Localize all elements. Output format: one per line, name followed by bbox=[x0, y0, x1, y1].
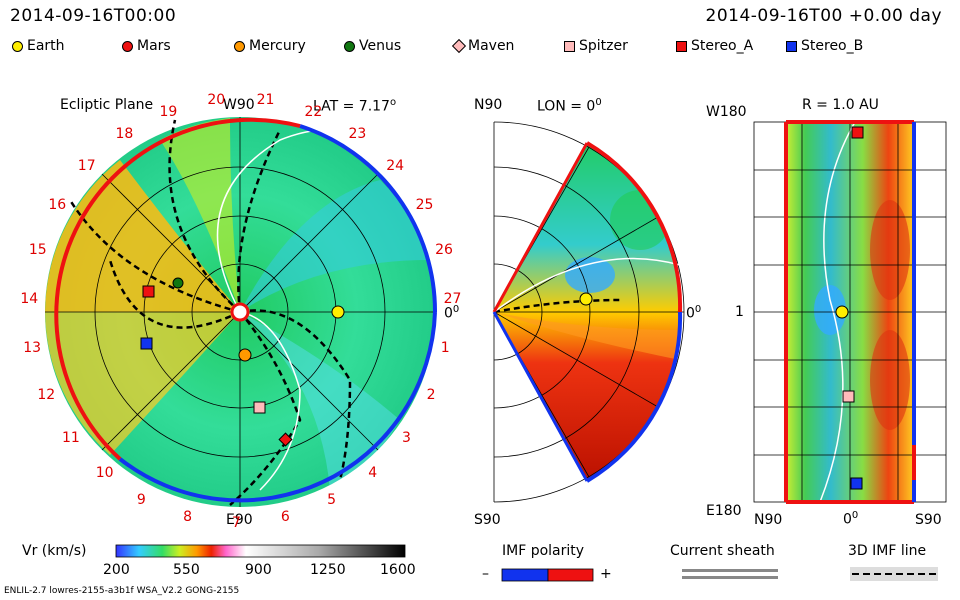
meridional-plane-map bbox=[492, 121, 685, 503]
sector-number: 11 bbox=[61, 429, 80, 446]
meridional-bottom-label: S90 bbox=[474, 512, 501, 528]
sector-number: 9 bbox=[136, 492, 146, 509]
legend-label: Earth bbox=[27, 38, 65, 54]
sector-number: 27 bbox=[443, 290, 462, 307]
sector-number: 20 bbox=[207, 92, 226, 109]
mars-marker bbox=[278, 432, 293, 447]
sector-number: 16 bbox=[48, 197, 67, 213]
legend-item-spitzer: Spitzer bbox=[564, 38, 628, 54]
legend-square-icon bbox=[786, 40, 797, 52]
colorbar-label: Vr (km/s) bbox=[22, 543, 87, 559]
ecliptic-title: Ecliptic Plane bbox=[60, 97, 154, 113]
sector-number: 7 bbox=[232, 515, 241, 531]
legend-label: Mercury bbox=[249, 38, 306, 54]
colorbar-tick-2: 900 bbox=[245, 562, 272, 578]
legend-label: Spitzer bbox=[579, 38, 628, 54]
stereo-a-marker bbox=[142, 285, 155, 298]
meridional-right-label: 00 bbox=[686, 304, 702, 322]
radial-title: R = 1.0 AU bbox=[802, 97, 879, 113]
colorbar-tick-1: 550 bbox=[173, 562, 200, 578]
model-footer: ENLIL-2.7 lowres-2155-a3b1f WSA_V2.2 GON… bbox=[4, 586, 240, 596]
legend-item-stereo_b: Stereo_B bbox=[786, 38, 863, 54]
colorbar-tick-4: 1600 bbox=[380, 562, 416, 578]
radial-mid-label: 1 bbox=[735, 304, 744, 320]
sector-number: 19 bbox=[159, 103, 178, 120]
legend-circle-icon bbox=[344, 40, 355, 52]
radial-x-mid: 00 bbox=[843, 510, 859, 528]
sector-number: 25 bbox=[415, 197, 434, 213]
left-timestamp: 2014-09-16T00:00 bbox=[10, 6, 177, 26]
legend-circle-icon bbox=[12, 40, 23, 52]
legend-item-mercury: Mercury bbox=[234, 38, 306, 54]
velocity-colorbar bbox=[115, 544, 406, 558]
sector-number: 3 bbox=[402, 429, 411, 446]
sector-number: 1 bbox=[440, 339, 450, 356]
legend-item-mars: Mars bbox=[122, 38, 171, 54]
lon-label: LON = 00 bbox=[537, 97, 602, 115]
sector-number: 18 bbox=[115, 125, 134, 142]
radial-top-label: W180 bbox=[706, 104, 747, 120]
radial-x-left: N90 bbox=[754, 512, 783, 528]
stereo-b-marker bbox=[140, 337, 153, 350]
ecliptic-bottom-label: E90 bbox=[226, 512, 253, 528]
sector-number: 8 bbox=[183, 509, 193, 526]
sector-number: 26 bbox=[435, 242, 453, 259]
legend-item-stereo_a: Stereo_A bbox=[676, 38, 753, 54]
colorbar-tick-3: 1250 bbox=[310, 562, 346, 578]
current-sheath-label: Current sheath bbox=[670, 543, 775, 559]
legend-item-earth: Earth bbox=[12, 38, 65, 54]
legend-label: Stereo_A bbox=[691, 38, 754, 54]
sector-number: 14 bbox=[20, 290, 39, 307]
sector-number: 23 bbox=[348, 125, 367, 142]
sector-number: 4 bbox=[368, 465, 378, 482]
sector-number: 13 bbox=[23, 339, 42, 356]
imf-minus: – bbox=[482, 566, 489, 582]
ecliptic-right-label: 00 bbox=[444, 304, 460, 322]
sector-number: 15 bbox=[28, 242, 47, 259]
earth-marker bbox=[331, 305, 345, 319]
legend-label: Stereo_B bbox=[801, 38, 864, 54]
venus-marker bbox=[172, 277, 184, 289]
legend-item-venus: Venus bbox=[344, 38, 401, 54]
radial-bottom-label: E180 bbox=[706, 503, 742, 519]
legend-square-icon bbox=[564, 40, 575, 52]
ecliptic-top-label: W90 bbox=[223, 97, 255, 113]
imf-polarity-label: IMF polarity bbox=[502, 543, 585, 559]
sector-number: 12 bbox=[37, 386, 56, 403]
imf-3d-label: 3D IMF line bbox=[848, 543, 927, 559]
sector-number: 6 bbox=[280, 509, 290, 526]
sector-number: 21 bbox=[256, 92, 275, 109]
lat-label: LAT = 7.17o bbox=[313, 97, 397, 115]
legend-label: Mars bbox=[137, 38, 171, 54]
imf-positive-bar bbox=[547, 568, 594, 582]
legend-item-maven: Maven bbox=[451, 38, 515, 54]
spitzer-marker bbox=[253, 401, 266, 414]
sector-number: 22 bbox=[304, 103, 323, 120]
ecliptic-plane-map bbox=[45, 117, 438, 507]
legend-circle-icon bbox=[122, 40, 133, 52]
sector-number: 24 bbox=[386, 157, 405, 174]
legend-label: Maven bbox=[468, 38, 515, 54]
colorbar-tick-0: 200 bbox=[103, 562, 130, 578]
sector-number: 10 bbox=[95, 465, 114, 482]
sector-number: 5 bbox=[327, 492, 337, 509]
legend-square-icon bbox=[676, 40, 687, 52]
sector-number: 17 bbox=[77, 157, 96, 174]
legend-label: Venus bbox=[359, 38, 402, 54]
right-timestamp: 2014-09-16T00 +0.00 day bbox=[705, 6, 942, 26]
meridional-top-label: N90 bbox=[474, 97, 503, 113]
radial-x-right: S90 bbox=[915, 512, 942, 528]
imf-negative-bar bbox=[501, 568, 549, 582]
imf-plus: + bbox=[600, 566, 612, 582]
mercury-marker bbox=[238, 348, 252, 362]
radial-1au-map bbox=[753, 120, 947, 504]
sector-number: 2 bbox=[426, 386, 436, 403]
legend-circle-icon bbox=[234, 40, 245, 52]
